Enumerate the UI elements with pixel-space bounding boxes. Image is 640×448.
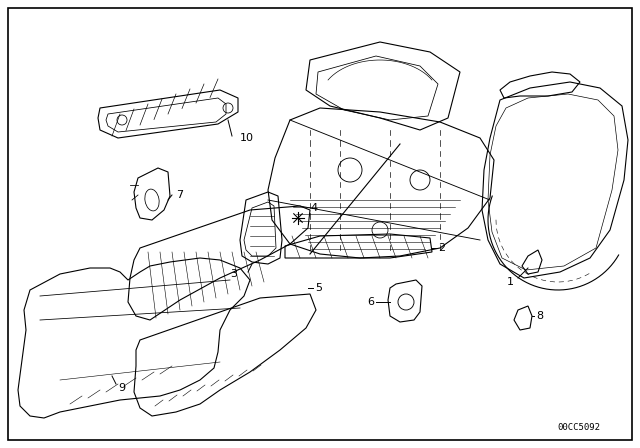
Text: 00CC5092: 00CC5092 [557, 423, 600, 432]
Text: 8: 8 [536, 311, 543, 321]
Text: 3: 3 [230, 269, 237, 279]
Text: 4: 4 [310, 203, 317, 213]
Text: 7: 7 [176, 190, 183, 200]
Text: 5: 5 [315, 283, 322, 293]
Text: 1: 1 [506, 277, 513, 287]
Text: 10: 10 [240, 133, 254, 143]
Text: 6: 6 [367, 297, 374, 307]
Text: 2: 2 [438, 243, 445, 253]
Text: 9: 9 [118, 383, 125, 393]
